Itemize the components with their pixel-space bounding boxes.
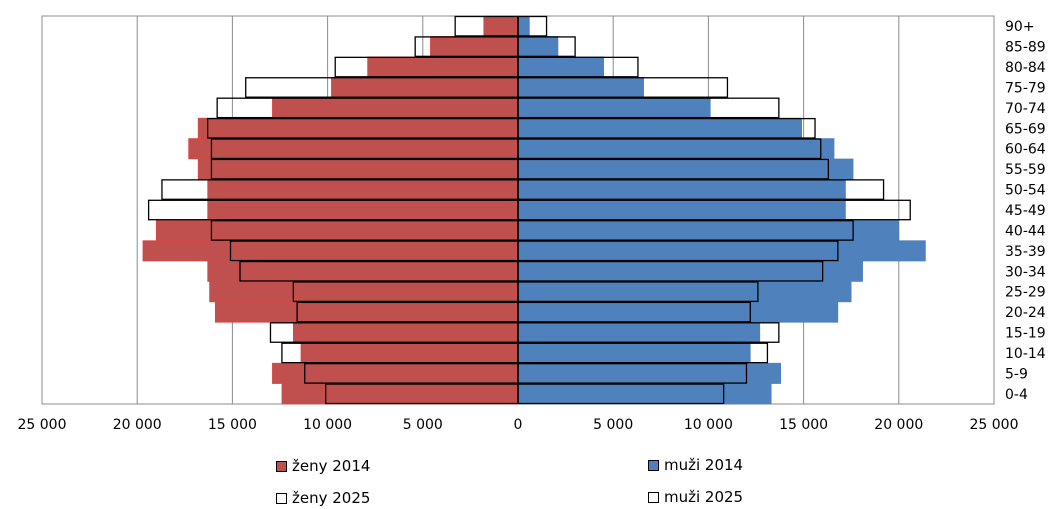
bars xyxy=(142,15,926,405)
age-label: 35-39 xyxy=(1005,244,1046,260)
bar-zeny-2014-60-64 xyxy=(188,138,519,160)
bar-muzi-2014-0-4 xyxy=(517,383,772,405)
age-label: 10-14 xyxy=(1005,346,1046,362)
bar-muzi-2014-40-44 xyxy=(517,219,900,241)
bar-muzi-2014-50-54 xyxy=(517,179,846,201)
bar-muzi-2014-10-14 xyxy=(517,342,751,364)
x-tick-label: 5 000 xyxy=(593,417,633,433)
bar-muzi-2014-30-34 xyxy=(517,260,863,282)
bar-zeny-2014-75-79 xyxy=(331,76,519,98)
legend-swatch-muzi-2025 xyxy=(648,491,659,503)
x-tick-labels: 25 000 20 000 15 000 10 000 5 000 0 5 000 10 00… xyxy=(18,417,1019,433)
age-label: 80-84 xyxy=(1005,60,1046,76)
age-label: 85-89 xyxy=(1005,40,1046,56)
bar-zeny-2014-5-9 xyxy=(272,362,519,384)
x-tick-label: 25 000 xyxy=(18,417,67,433)
age-label: 45-49 xyxy=(1005,203,1046,219)
bar-zeny-2014-70-74 xyxy=(272,97,519,119)
bar-zeny-2014-85-89 xyxy=(430,36,519,58)
age-label: 60-64 xyxy=(1005,142,1046,158)
age-label: 25-29 xyxy=(1005,285,1046,301)
legend-swatch-zeny-2025 xyxy=(276,492,287,504)
age-label: 40-44 xyxy=(1005,223,1046,239)
age-label: 30-34 xyxy=(1005,264,1046,280)
x-tick-label: 20 000 xyxy=(113,417,162,433)
outline-bars xyxy=(147,15,911,405)
bar-zeny-2014-0-4 xyxy=(281,383,519,405)
age-label: 50-54 xyxy=(1005,183,1046,199)
bar-zeny-2014-90+ xyxy=(483,15,519,37)
bar-zeny-2014-55-59 xyxy=(197,158,519,180)
bar-muzi-2014-90+ xyxy=(517,15,530,37)
x-tick-label: 15 000 xyxy=(208,417,257,433)
x-tick-label: 20 000 xyxy=(874,417,923,433)
bar-muzi-2014-15-19 xyxy=(517,322,761,344)
bar-zeny-2014-35-39 xyxy=(142,240,519,262)
legend-label-muzi-2014: muži 2014 xyxy=(664,456,744,474)
bar-zeny-2014-15-19 xyxy=(293,322,519,344)
legend-item-muzi-2014: muži 2014 xyxy=(648,456,743,474)
legend-item-zeny-2025: ženy 2025 xyxy=(276,489,370,507)
age-label: 90+ xyxy=(1005,19,1035,35)
legend-label-muzi-2025: muži 2025 xyxy=(664,488,744,506)
age-label: 15-19 xyxy=(1005,326,1046,342)
bar-zeny-2014-65-69 xyxy=(197,117,519,139)
bar-muzi-2014-85-89 xyxy=(517,36,559,58)
bar-zeny-2014-50-54 xyxy=(207,179,519,201)
bar-zeny-2014-40-44 xyxy=(155,219,519,241)
bar-muzi-2014-75-79 xyxy=(517,76,644,98)
age-labels: 0-4 5-9 10-14 15-19 20-24 25-29 30-34 35-39 40-4… xyxy=(1005,19,1046,403)
bar-muzi-2014-55-59 xyxy=(517,158,854,180)
bar-muzi-2014-20-24 xyxy=(517,301,839,323)
x-tick-label: 5 000 xyxy=(403,417,443,433)
legend-label-zeny-2025: ženy 2025 xyxy=(292,489,371,507)
x-tick-label: 10 000 xyxy=(303,417,352,433)
x-tick-label: 25 000 xyxy=(970,417,1019,433)
bar-muzi-2014-5-9 xyxy=(517,362,782,384)
age-label: 20-24 xyxy=(1005,305,1046,321)
age-label: 5-9 xyxy=(1005,366,1028,382)
bar-muzi-2014-35-39 xyxy=(517,240,926,262)
x-tick-label: 10 000 xyxy=(684,417,733,433)
legend-swatch-zeny-2014 xyxy=(276,460,287,472)
legend-swatch-muzi-2014 xyxy=(648,459,659,471)
x-tick-label: 15 000 xyxy=(779,417,828,433)
x-tick-label: 0 xyxy=(514,417,523,433)
bar-muzi-2014-45-49 xyxy=(517,199,846,221)
age-label: 70-74 xyxy=(1005,101,1046,117)
bar-zeny-2014-10-14 xyxy=(300,342,519,364)
age-label: 65-69 xyxy=(1005,121,1046,137)
bar-muzi-2014-80-84 xyxy=(517,56,604,78)
bar-muzi-2014-65-69 xyxy=(517,117,802,139)
bar-zeny-2014-30-34 xyxy=(207,260,519,282)
bar-muzi-2014-60-64 xyxy=(517,138,835,160)
bar-zeny-2014-45-49 xyxy=(207,199,519,221)
age-label: 75-79 xyxy=(1005,80,1046,96)
legend-label-zeny-2014: ženy 2014 xyxy=(292,457,371,475)
bar-muzi-2014-25-29 xyxy=(517,281,852,303)
bar-muzi-2014-70-74 xyxy=(517,97,711,119)
age-label: 55-59 xyxy=(1005,162,1046,178)
bar-zeny-2014-80-84 xyxy=(367,56,519,78)
bar-zeny-2014-20-24 xyxy=(214,301,519,323)
bar-zeny-2014-25-29 xyxy=(209,281,519,303)
age-label: 0-4 xyxy=(1005,387,1028,403)
legend-item-muzi-2025: muži 2025 xyxy=(648,488,743,506)
legend-item-zeny-2014: ženy 2014 xyxy=(276,457,370,475)
